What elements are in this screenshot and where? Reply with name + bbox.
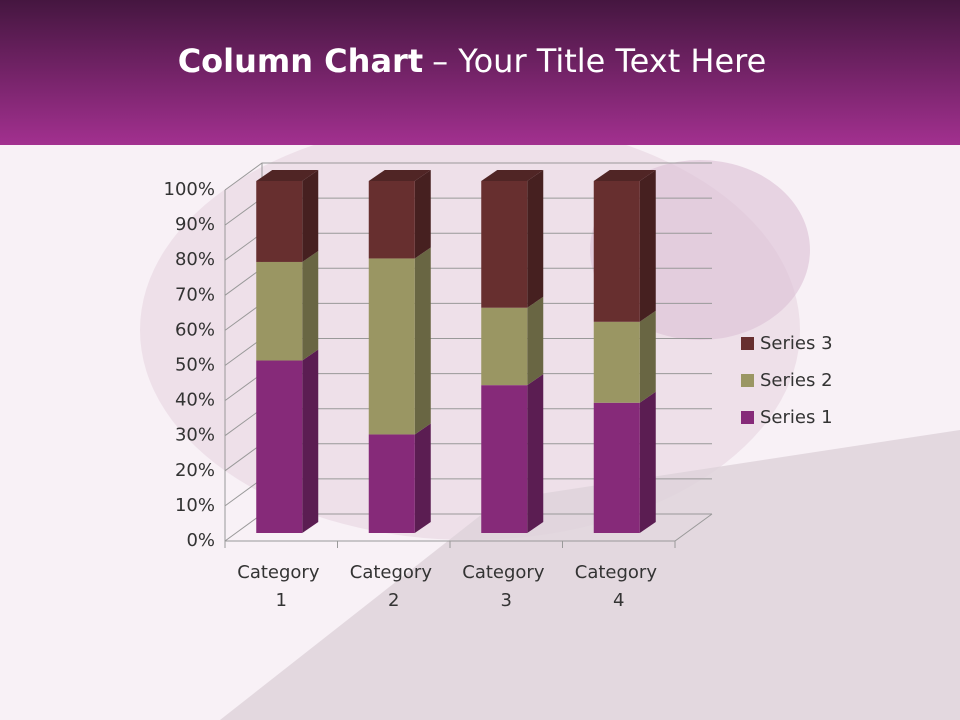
x-tick-label: Category 4 [575,562,663,611]
x-tick-label-line: 3 [501,590,512,611]
chart: 0% 10% 20% 30% 40% 50% 60% 70% 80% 90% 100% Categor… [164,162,833,611]
bar [256,261,303,361]
x-tick-label-line: Category [350,562,438,583]
legend-swatch [741,374,754,387]
bar-side [639,170,656,322]
x-tick-label-line: Category [462,562,550,583]
bar [368,434,415,533]
bar-side [527,374,544,533]
bar-top [256,170,319,181]
background-photo [220,430,960,720]
legend-label: Series 3 [760,333,833,354]
bar [593,321,640,403]
bar [481,181,528,308]
slide-title: Column Chart – Your Title Text Here [178,42,767,80]
header [0,0,960,145]
bar-top [368,170,431,181]
x-tick-label: Category 2 [350,562,438,611]
legend-label: Series 1 [760,407,833,428]
title-bold: Column Chart [178,42,423,80]
x-tick-label-line: 4 [613,590,624,611]
y-tick-label: 30% [175,425,215,446]
bar [368,258,415,435]
bar [256,360,303,533]
bar-side [414,247,431,435]
bar-side [639,310,656,403]
bar-side [527,296,544,386]
title-rest: – Your Title Text Here [432,42,766,80]
bar [481,307,528,386]
bar-side [302,349,319,533]
bar [481,385,528,533]
bar [368,181,415,259]
x-tick-label-line: Category [237,562,325,583]
y-tick-label: 10% [175,495,215,516]
y-tick-label: 0% [186,530,215,551]
x-tick-label: Category 1 [237,562,325,611]
x-tick-label-line: Category [575,562,663,583]
y-tick-label: 70% [175,284,215,305]
bar [256,181,303,262]
y-tick-label: 80% [175,249,215,270]
x-tick-label-line: 2 [388,590,399,611]
bar-top [593,170,656,181]
y-tick-label: 100% [164,179,215,200]
legend-label: Series 2 [760,370,833,391]
bar [593,181,640,322]
y-tick-label: 90% [175,214,215,235]
legend-swatch [741,337,754,350]
bar-side [414,423,431,533]
bar-side [302,170,319,262]
bar-side [414,170,431,259]
y-tick-label: 50% [175,355,215,376]
x-tick-label-line: 1 [276,590,287,611]
y-tick-label: 60% [175,319,215,340]
y-tick-label: 40% [175,390,215,411]
y-tick-label: 20% [175,460,215,481]
bar-side [639,391,656,533]
bar-side [527,170,544,308]
legend-swatch [741,411,754,424]
x-tick-label: Category 3 [462,562,550,611]
bar [593,402,640,533]
bar-top [481,170,544,181]
bar-side [302,250,319,361]
